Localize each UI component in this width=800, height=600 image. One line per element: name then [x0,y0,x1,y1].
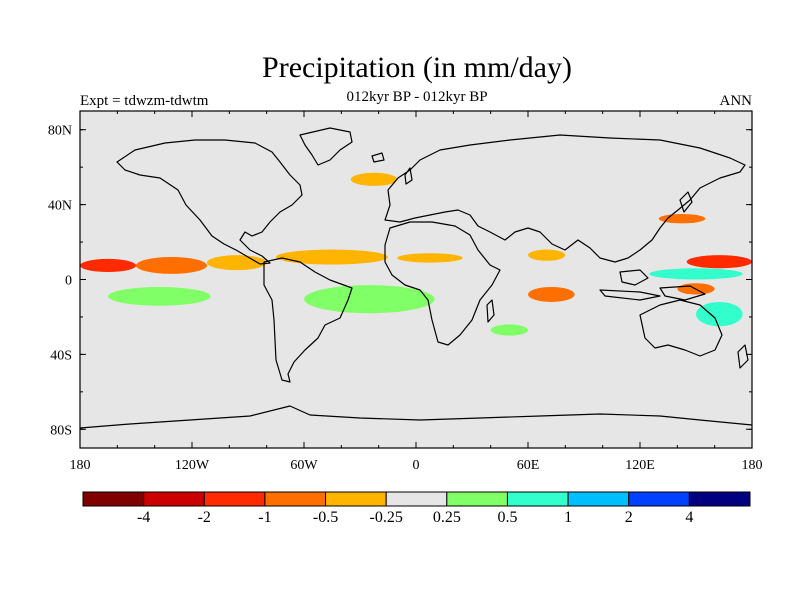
colorbar-box [628,491,690,507]
colorbar-label: 1 [564,509,572,526]
anomaly-patch [528,249,566,261]
anomaly-patch [649,268,743,280]
lon-tick-label: 180 [70,458,91,473]
colorbar-box [82,491,145,507]
experiment-label: Expt = tdwzm-tdwtm [80,93,209,109]
anomaly-patch [658,213,706,224]
colorbar-label: -4 [137,509,150,526]
coastlines [80,127,752,429]
colorbar-box [506,491,569,507]
colorbar-label: -0.25 [370,509,403,526]
lat-tick-label: 40N [48,199,72,214]
colorbar-box [325,491,387,507]
lon-tick-label: 120W [175,458,210,473]
lon-tick-label: 120E [625,458,655,473]
anomaly-patch [350,172,398,186]
colorbar-box [203,491,266,507]
anomaly-patch [108,286,211,306]
lat-tick-label: 80S [50,423,72,438]
anomaly-patch [80,258,136,273]
colorbar-label: -1 [258,509,271,526]
lon-tick-label: 60E [517,458,540,473]
anomaly-layer [80,172,752,336]
colorbar-label: 4 [685,509,693,526]
anomaly-patch [686,255,752,269]
colorbar-label: -2 [198,509,211,526]
anomaly-patch [136,257,207,274]
latitude-axis: 80N 40N 0 40S 80S [48,124,752,438]
colorbar-box [385,491,448,507]
colorbar-label: -0.5 [313,509,338,526]
anomaly-patch [528,286,575,302]
colorbar: -4 -2 -1 -0.5 -0.25 0.25 0.5 1 2 4 [82,491,751,526]
longitude-axis: 180 120W 60W 0 60E 120E 180 [70,111,763,473]
lon-tick-label: 0 [413,458,420,473]
colorbar-label: 0.25 [433,509,461,526]
chart-subtitle: 012kyr BP - 012kyr BP [346,89,488,105]
colorbar-label: 0.5 [497,509,517,526]
lon-tick-label: 180 [742,458,763,473]
anomaly-patch [696,301,743,327]
colorbar-box [446,491,508,507]
map-background [80,111,752,448]
lat-tick-label: 0 [65,274,72,289]
lat-tick-label: 80N [48,124,72,139]
anomaly-patch [490,324,528,336]
lon-tick-label: 60W [290,458,318,473]
season-label: ANN [719,93,753,109]
anomaly-patch [397,253,463,263]
lat-tick-label: 40S [50,348,72,363]
colorbar-label: 2 [625,509,633,526]
colorbar-box [688,491,751,507]
anomaly-patch [304,285,435,314]
colorbar-box [567,491,630,507]
colorbar-box [264,491,327,507]
anomaly-patch [276,249,388,265]
colorbar-box [143,491,205,507]
chart-title: Precipitation (in mm/day) [262,51,572,84]
